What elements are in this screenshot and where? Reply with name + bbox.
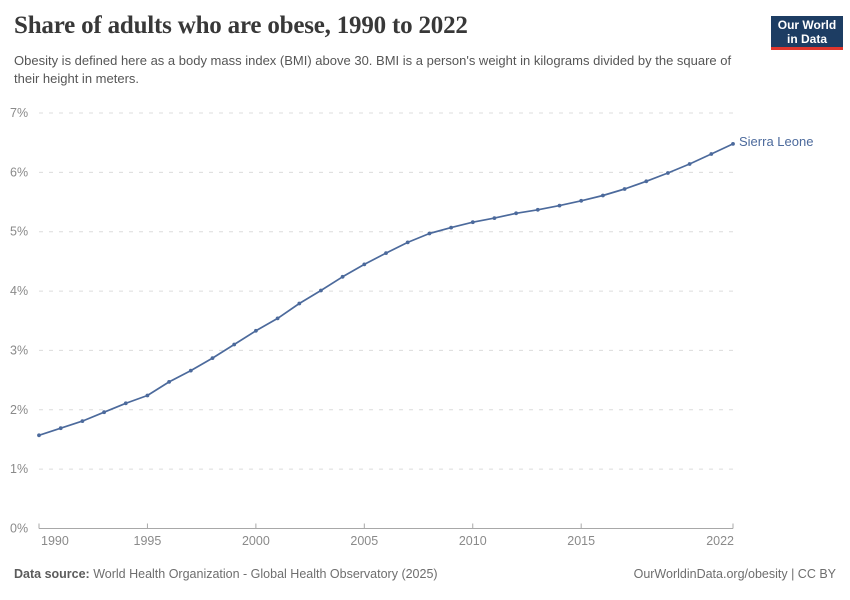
data-point-1992[interactable] [80, 419, 85, 423]
owid-logo-line2: in Data [786, 31, 827, 46]
data-point-2021[interactable] [709, 152, 714, 156]
data-point-2007[interactable] [405, 240, 410, 245]
y-tick-label-1pct: 1% [10, 462, 28, 476]
data-point-2022[interactable] [731, 142, 735, 146]
data-point-2003[interactable] [319, 288, 323, 293]
x-tick-label-2000: 2000 [242, 534, 270, 548]
data-point-2000[interactable] [254, 328, 258, 333]
x-tick-label-2015: 2015 [567, 534, 595, 548]
data-point-1991[interactable] [58, 426, 63, 431]
data-point-2016[interactable] [601, 193, 605, 198]
x-tick-label-2022: 2022 [706, 534, 734, 548]
data-source-note: Data source: World Health Organization -… [14, 567, 438, 581]
x-tick-label-2010: 2010 [459, 534, 487, 548]
y-tick-label-7pct: 7% [10, 106, 28, 120]
data-source-label: Data source: [14, 567, 90, 581]
data-point-2012[interactable] [514, 211, 518, 216]
y-tick-label-6pct: 6% [10, 165, 28, 179]
owid-logo[interactable]: Our World in Data [771, 16, 843, 50]
data-point-1998[interactable] [210, 356, 215, 360]
chart-subtitle: Obesity is defined here as a body mass i… [14, 53, 732, 86]
series-line-sierra-leone[interactable] [38, 143, 734, 437]
y-tick-label-5pct: 5% [10, 225, 28, 239]
x-tick-label-1995: 1995 [134, 534, 162, 548]
data-point-2015[interactable] [579, 198, 584, 203]
data-point-1990[interactable] [37, 433, 41, 438]
y-tick-label-2pct: 2% [10, 403, 28, 417]
data-point-2009[interactable] [449, 225, 453, 230]
data-source-text: World Health Organization - Global Healt… [89, 567, 438, 581]
data-point-2011[interactable] [492, 216, 497, 221]
series-entity-label[interactable]: Sierra Leone [739, 134, 814, 149]
x-tick-label-2005: 2005 [350, 534, 378, 548]
data-point-2014[interactable] [557, 203, 562, 208]
data-point-2004[interactable] [340, 274, 345, 279]
data-point-2005[interactable] [362, 262, 367, 267]
data-point-1993[interactable] [102, 410, 106, 415]
data-point-2019[interactable] [666, 171, 670, 175]
data-point-1999[interactable] [232, 342, 237, 347]
data-point-2017[interactable] [622, 187, 627, 191]
data-point-1994[interactable] [123, 401, 128, 406]
y-tick-label-4pct: 4% [10, 284, 28, 298]
page-title: Share of adults who are obese, 1990 to 2… [14, 12, 468, 39]
data-point-1997[interactable] [188, 368, 193, 373]
data-point-2020[interactable] [687, 162, 692, 166]
y-tick-label-0pct: 0% [10, 522, 28, 536]
data-point-2018[interactable] [644, 179, 649, 184]
owid-logo-line1: Our World [777, 17, 837, 32]
data-point-2010[interactable] [470, 220, 475, 225]
data-point-2013[interactable] [535, 207, 540, 212]
chart-footer: Data source: World Health Organization -… [14, 567, 836, 581]
data-point-2006[interactable] [384, 251, 388, 256]
x-tick-label-1990: 1990 [41, 534, 69, 548]
data-point-1995[interactable] [145, 393, 150, 398]
data-point-2008[interactable] [427, 231, 432, 236]
data-point-2002[interactable] [297, 301, 302, 306]
data-point-1996[interactable] [167, 380, 172, 384]
owid-citation-link[interactable]: OurWorldinData.org/obesity | CC BY [633, 567, 836, 581]
data-point-2001[interactable] [275, 316, 280, 321]
y-tick-label-3pct: 3% [10, 343, 28, 357]
